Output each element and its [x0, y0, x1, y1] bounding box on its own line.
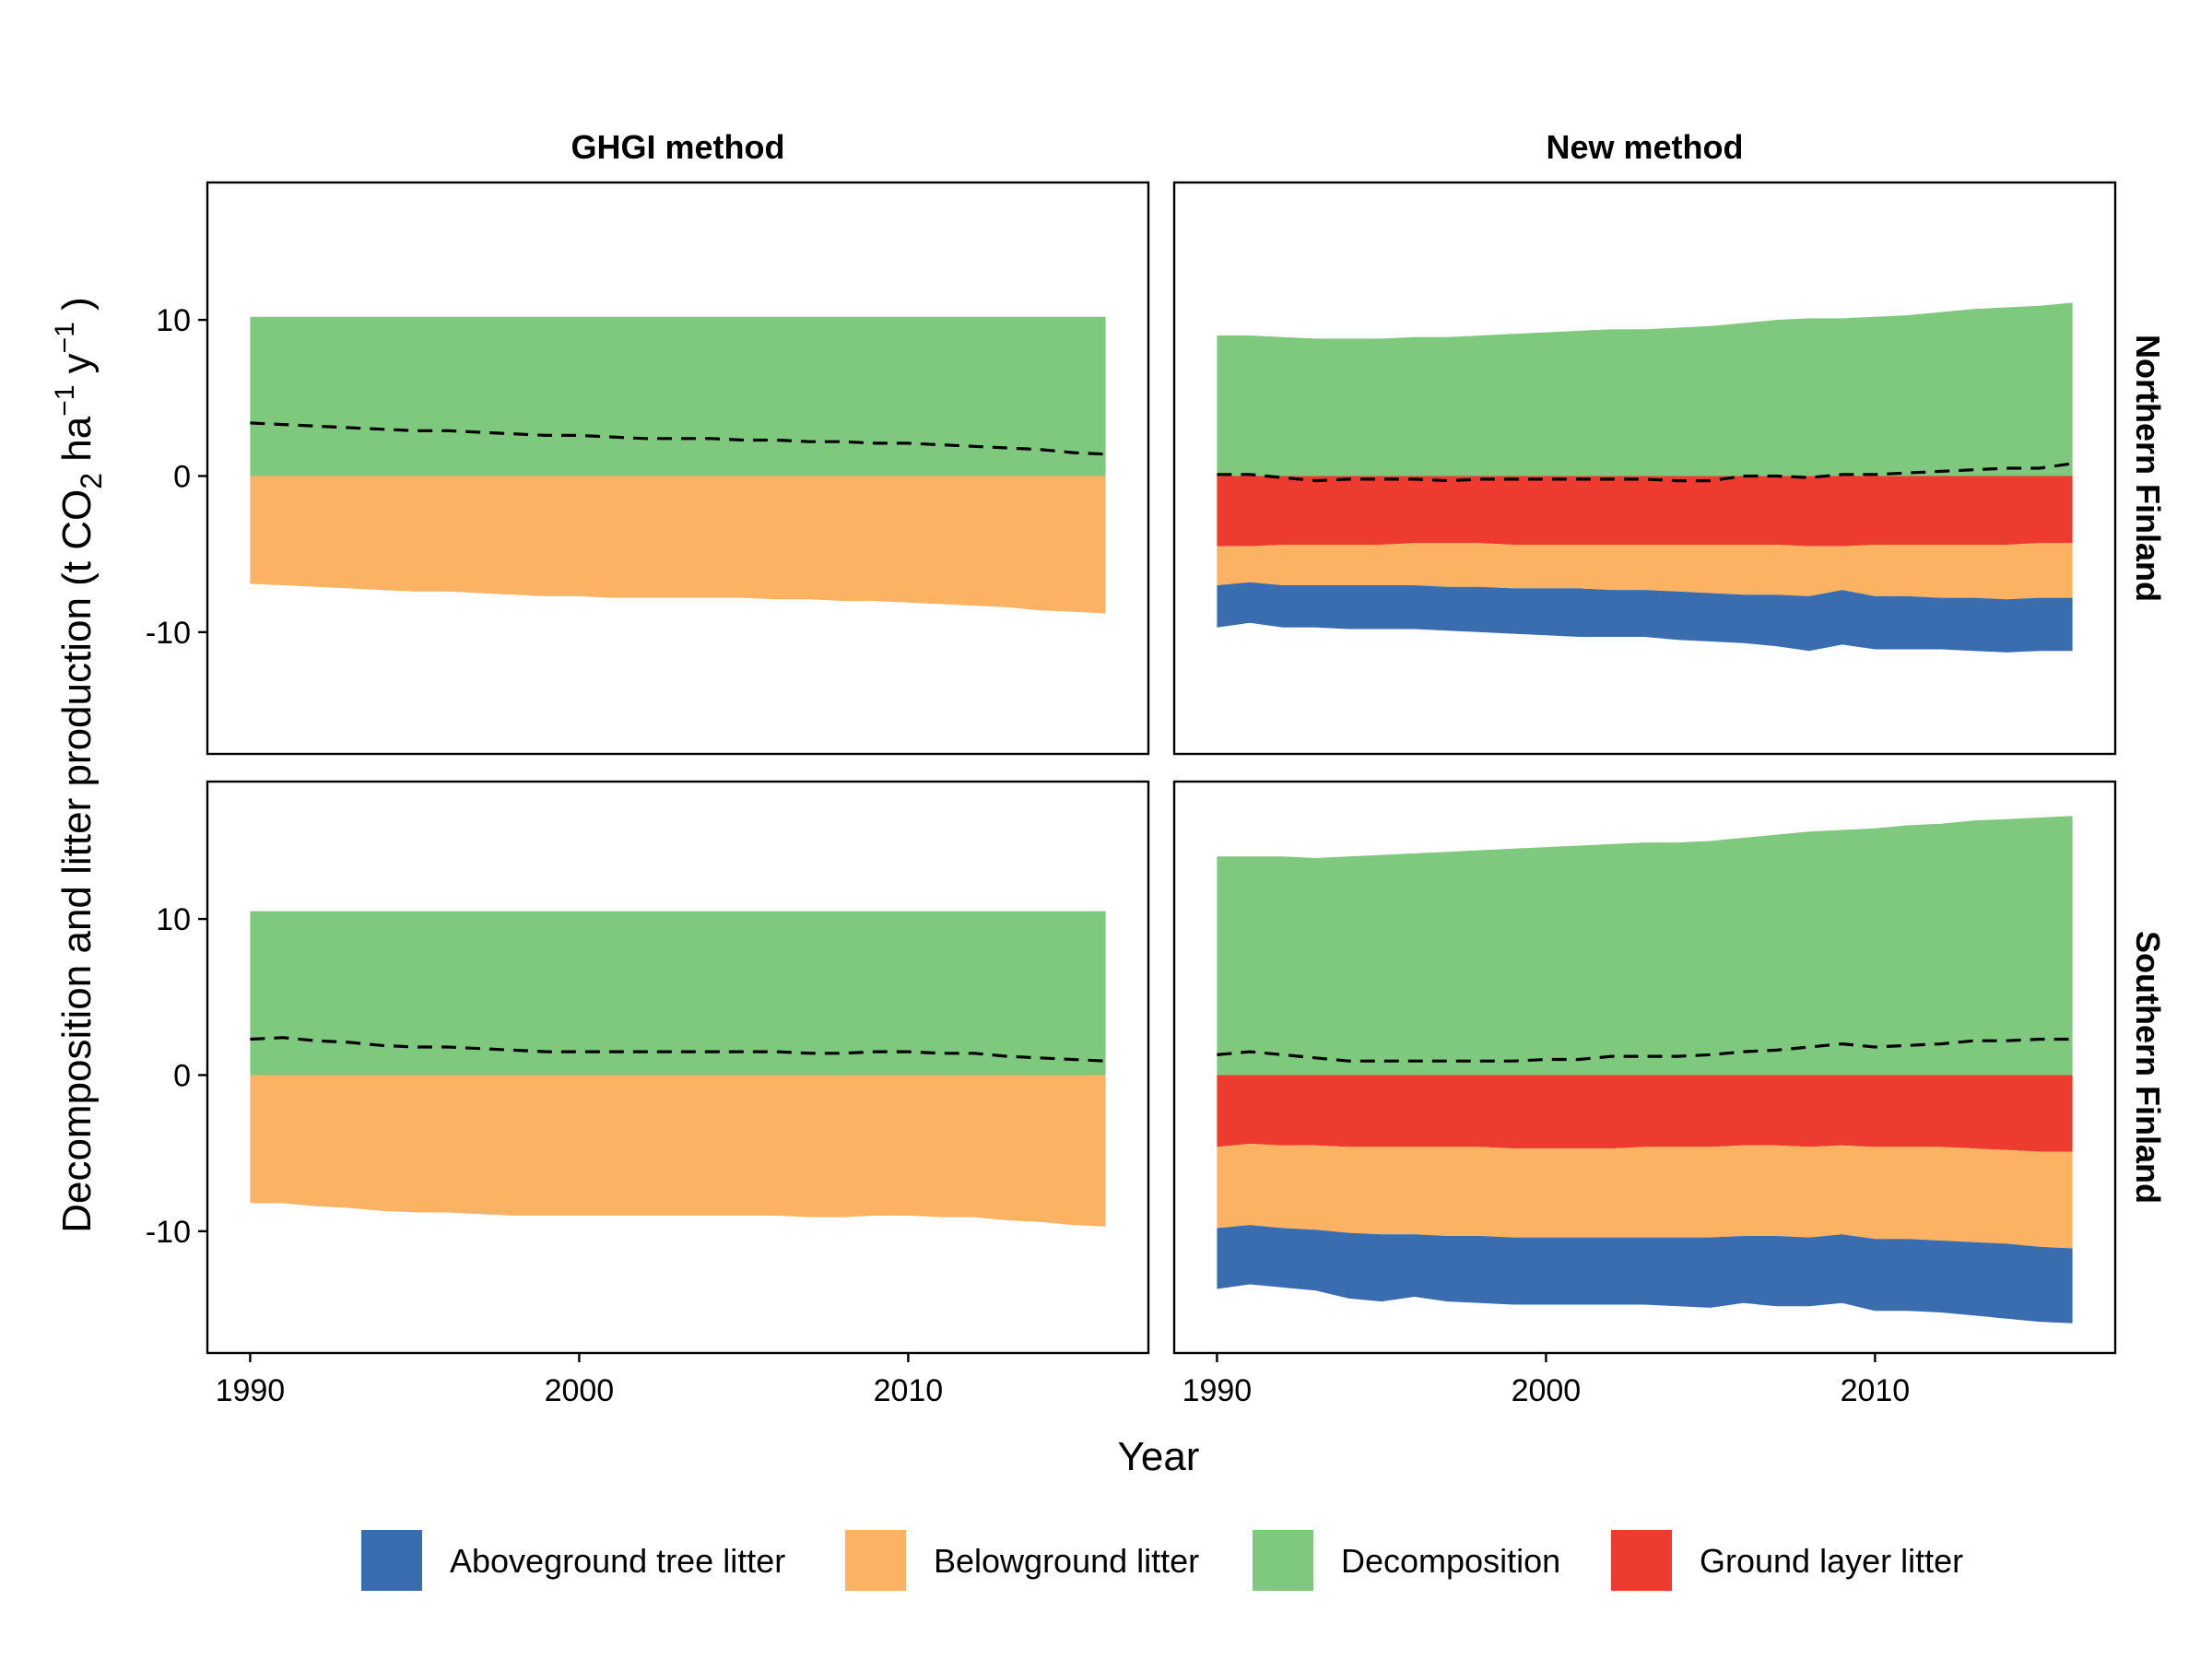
legend-label: Decomposition [1341, 1542, 1560, 1580]
y-tick-label: 0 [173, 459, 191, 494]
y-title-subscript: 2 [75, 473, 108, 489]
panel-grid [206, 181, 2117, 1355]
area-aboveground-tree-litter [1217, 582, 2073, 653]
panel-northern-finland-ghgi-method [206, 181, 1150, 756]
axes: 10 0 -10 10 0 -10 1990 2000 2010 1990 2000 2010 [146, 303, 1910, 1408]
legend-swatch [845, 1530, 906, 1591]
area-aboveground-tree-litter [1217, 1225, 2073, 1324]
area-belowground-litter [250, 1075, 1106, 1227]
x-tick-label: 2010 [1841, 1373, 1911, 1408]
y-title-unit-y: y [54, 353, 100, 384]
area-decomposition [1217, 816, 2073, 1076]
x-tick-label: 1990 [1182, 1373, 1253, 1408]
legend-swatch [1253, 1530, 1313, 1591]
panel-border [206, 181, 1150, 756]
y-title-close: ) [54, 297, 100, 322]
panel-border [1172, 780, 2117, 1355]
panel-border [206, 780, 1150, 1355]
y-title-superscript: −1 [50, 322, 80, 353]
panel-southern-finland-new-method [1172, 780, 2117, 1355]
area-decomposition [250, 316, 1106, 477]
legend-item-aboveground-tree-litter: Aboveground tree litter [361, 1530, 785, 1591]
legend-item-ground-layer-litter: Ground layer litter [1611, 1530, 1963, 1591]
legend: Aboveground tree litter Belowground litte… [361, 1530, 1963, 1591]
x-tick-label: 2000 [1512, 1373, 1582, 1408]
legend-swatch [1611, 1530, 1672, 1591]
legend-item-decomposition: Decomposition [1253, 1530, 1560, 1591]
legend-swatch [361, 1530, 422, 1591]
y-title-main: Decomposition and litter production (t C… [54, 489, 100, 1233]
y-title-superscript: −1 [50, 385, 80, 417]
legend-label: Belowground litter [934, 1542, 1199, 1580]
legend-item-belowground-litter: Belowground litter [845, 1530, 1199, 1591]
area-decomposition [1217, 302, 2073, 477]
y-tick-label: -10 [146, 616, 191, 651]
legend-label: Ground layer litter [1700, 1542, 1963, 1580]
panel-northern-finland-new-method [1172, 181, 2117, 756]
panel-southern-finland-ghgi-method [206, 780, 1150, 1355]
y-title-unit-ha: ha [54, 416, 100, 473]
x-tick-label: 2010 [874, 1373, 944, 1408]
facet-strips: GHGI method New method Northern Finland Sou… [571, 128, 2168, 1204]
area-belowground-litter [1217, 1144, 2073, 1249]
area-ground-layer-litter [1217, 476, 2073, 547]
area-belowground-litter [250, 476, 1106, 614]
column-strip-ghgi-method: GHGI method [571, 128, 785, 166]
y-tick-label: -10 [146, 1215, 191, 1250]
y-axis-title: Decomposition and litter production (t C… [50, 297, 108, 1233]
y-tick-label: 0 [173, 1058, 191, 1093]
panel-border [1172, 181, 2117, 756]
y-tick-label: 10 [156, 303, 191, 338]
column-strip-new-method: New method [1546, 128, 1743, 166]
row-strip-southern-finland: Southern Finland [2129, 931, 2167, 1204]
row-strip-northern-finland: Northern Finland [2129, 335, 2167, 602]
y-tick-label: 10 [156, 902, 191, 937]
area-belowground-litter [1217, 543, 2073, 600]
area-ground-layer-litter [1217, 1075, 2073, 1152]
legend-label: Aboveground tree litter [450, 1542, 785, 1580]
x-axis-title: Year [1118, 1434, 1200, 1479]
area-decomposition [250, 911, 1106, 1076]
x-tick-label: 1990 [216, 1373, 286, 1408]
x-tick-label: 2000 [545, 1373, 615, 1408]
